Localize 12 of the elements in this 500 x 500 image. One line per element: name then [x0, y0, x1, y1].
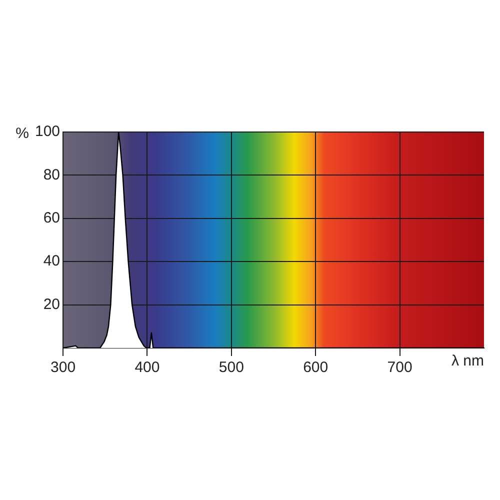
x-tick-label: 700 — [387, 359, 412, 376]
x-tick-label: 300 — [50, 359, 76, 376]
x-tick-label: 400 — [134, 359, 160, 376]
y-axis-title: % — [16, 125, 30, 142]
y-tick-label: 100 — [34, 123, 60, 140]
x-axis-title: λ nm — [451, 352, 484, 370]
y-tick-label: 40 — [43, 252, 60, 270]
y-tick-label: 20 — [43, 296, 60, 313]
y-tick-label: 80 — [43, 166, 60, 184]
y-tick-label: 60 — [43, 210, 60, 227]
x-tick-label: 600 — [303, 359, 328, 376]
x-tick-label: 500 — [218, 359, 244, 376]
